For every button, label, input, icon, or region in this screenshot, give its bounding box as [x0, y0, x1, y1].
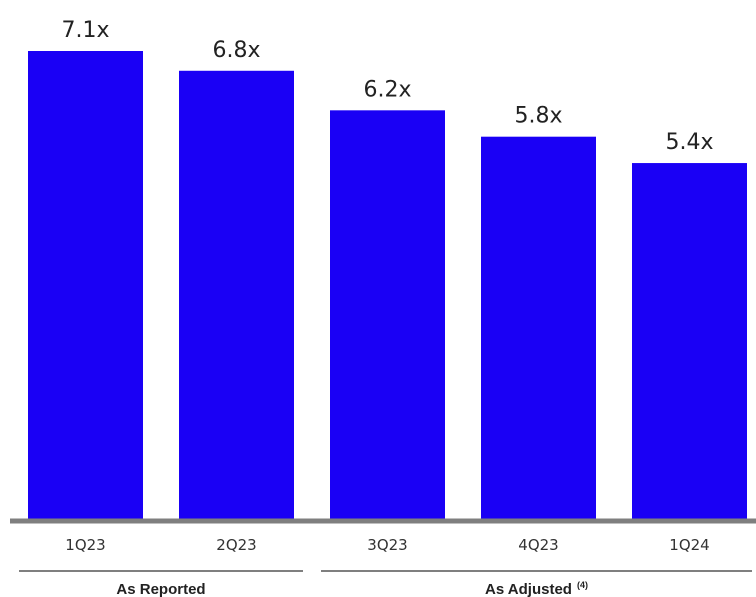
group-brackets-layer: As Reported As Adjusted (4): [19, 570, 752, 597]
group-label-text-1: As Adjusted: [485, 581, 572, 597]
value-label-2q23: 6.8x: [212, 38, 260, 63]
bars-layer: [28, 51, 747, 520]
tick-label-4q23: 4Q23: [518, 536, 558, 554]
value-label-3q23: 6.2x: [363, 77, 411, 102]
bar-2q23: [179, 70, 294, 519]
group-label-0: As Reported: [116, 581, 205, 597]
tick-labels-layer: 1Q23 2Q23 3Q23 4Q23 1Q24: [65, 536, 709, 554]
group-label-text-0: As Reported: [116, 581, 205, 597]
bar-1q23: [28, 51, 143, 519]
value-labels-layer: 7.1x 6.8x 6.2x 5.8x 5.4x: [61, 18, 713, 155]
group-footnote-1: (4): [577, 580, 588, 590]
bar-4q23: [481, 136, 596, 520]
tick-label-1q24: 1Q24: [669, 536, 709, 554]
bar-1q24: [632, 163, 747, 519]
value-label-1q23: 7.1x: [61, 18, 109, 43]
group-label-1: As Adjusted (4): [485, 580, 588, 597]
value-label-1q24: 5.4x: [665, 130, 713, 155]
tick-label-3q23: 3Q23: [367, 536, 407, 554]
value-label-4q23: 5.8x: [514, 104, 562, 129]
tick-label-1q23: 1Q23: [65, 536, 105, 554]
tick-label-2q23: 2Q23: [216, 536, 256, 554]
bar-3q23: [330, 110, 445, 519]
